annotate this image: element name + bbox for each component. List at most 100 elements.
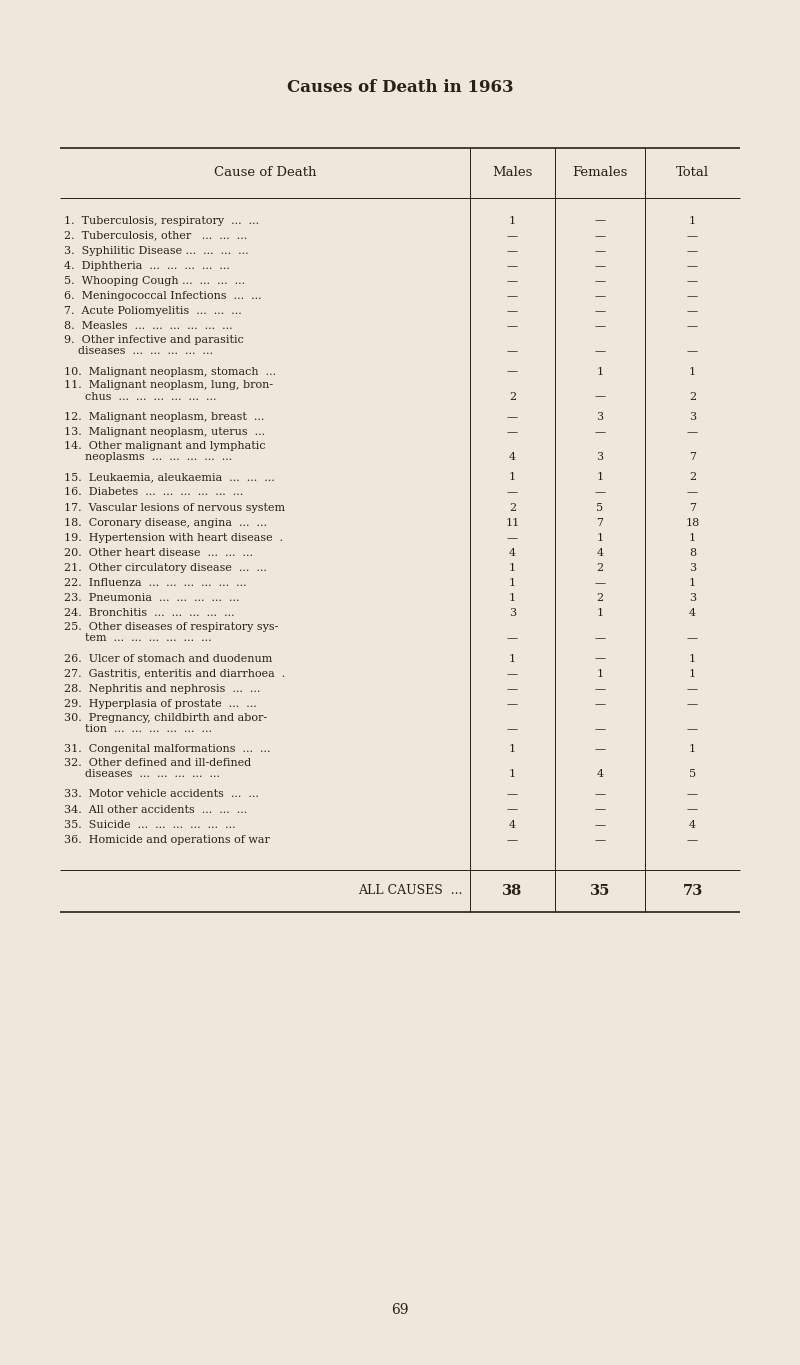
Text: 2: 2 <box>597 562 603 573</box>
Text: —: — <box>594 261 606 270</box>
Text: 1: 1 <box>509 216 516 225</box>
Text: chus  ...  ...  ...  ...  ...  ...: chus ... ... ... ... ... ... <box>64 392 217 401</box>
Text: —: — <box>594 291 606 302</box>
Text: 35.  Suicide  ...  ...  ...  ...  ...  ...: 35. Suicide ... ... ... ... ... ... <box>64 820 236 830</box>
Text: —: — <box>507 412 518 422</box>
Text: —: — <box>594 835 606 845</box>
Text: 3: 3 <box>689 412 696 422</box>
Text: 18: 18 <box>686 517 700 528</box>
Text: —: — <box>594 654 606 663</box>
Text: —: — <box>687 306 698 317</box>
Text: 3.  Syphilitic Disease ...  ...  ...  ...: 3. Syphilitic Disease ... ... ... ... <box>64 246 249 255</box>
Text: —: — <box>687 487 698 497</box>
Text: —: — <box>594 789 606 800</box>
Text: tion  ...  ...  ...  ...  ...  ...: tion ... ... ... ... ... ... <box>64 723 212 734</box>
Text: 8: 8 <box>689 547 696 558</box>
Text: —: — <box>687 804 698 815</box>
Text: 7.  Acute Poliomyelitis  ...  ...  ...: 7. Acute Poliomyelitis ... ... ... <box>64 306 242 317</box>
Text: 30.  Pregnancy, childbirth and abor-: 30. Pregnancy, childbirth and abor- <box>64 713 267 722</box>
Text: —: — <box>594 321 606 332</box>
Text: 26.  Ulcer of stomach and duodenum: 26. Ulcer of stomach and duodenum <box>64 654 272 663</box>
Text: —: — <box>687 427 698 437</box>
Text: —: — <box>507 633 518 643</box>
Text: 35: 35 <box>590 885 610 898</box>
Text: 1: 1 <box>509 594 516 603</box>
Text: 19.  Hypertension with heart disease  .: 19. Hypertension with heart disease . <box>64 532 283 543</box>
Text: —: — <box>687 699 698 708</box>
Text: 21.  Other circulatory disease  ...  ...: 21. Other circulatory disease ... ... <box>64 562 267 573</box>
Text: 32.  Other defined and ill-defined: 32. Other defined and ill-defined <box>64 758 251 768</box>
Text: 4: 4 <box>597 768 603 779</box>
Text: 1.  Tuberculosis, respiratory  ...  ...: 1. Tuberculosis, respiratory ... ... <box>64 216 259 225</box>
Text: 33.  Motor vehicle accidents  ...  ...: 33. Motor vehicle accidents ... ... <box>64 789 259 800</box>
Text: —: — <box>507 699 518 708</box>
Text: 1: 1 <box>689 744 696 755</box>
Text: —: — <box>687 246 698 255</box>
Text: 1: 1 <box>509 577 516 588</box>
Text: 28.  Nephritis and nephrosis  ...  ...: 28. Nephritis and nephrosis ... ... <box>64 684 260 693</box>
Text: —: — <box>594 699 606 708</box>
Text: 1: 1 <box>597 532 603 543</box>
Text: 73: 73 <box>682 885 702 898</box>
Text: —: — <box>507 835 518 845</box>
Text: 4: 4 <box>509 452 516 461</box>
Text: 23.  Pneumonia  ...  ...  ...  ...  ...: 23. Pneumonia ... ... ... ... ... <box>64 594 239 603</box>
Text: 4: 4 <box>597 547 603 558</box>
Text: 11: 11 <box>506 517 520 528</box>
Text: —: — <box>594 276 606 285</box>
Text: Causes of Death in 1963: Causes of Death in 1963 <box>286 79 514 97</box>
Text: 9.  Other infective and parasitic: 9. Other infective and parasitic <box>64 336 244 345</box>
Text: —: — <box>594 427 606 437</box>
Text: —: — <box>507 789 518 800</box>
Text: —: — <box>687 789 698 800</box>
Text: 1: 1 <box>689 654 696 663</box>
Text: 7: 7 <box>689 502 696 512</box>
Text: —: — <box>507 487 518 497</box>
Text: —: — <box>594 216 606 225</box>
Text: —: — <box>594 804 606 815</box>
Text: 20.  Other heart disease  ...  ...  ...: 20. Other heart disease ... ... ... <box>64 547 253 558</box>
Text: 3: 3 <box>597 412 603 422</box>
Text: 5: 5 <box>597 502 603 512</box>
Text: 2: 2 <box>597 594 603 603</box>
Text: 18.  Coronary disease, angina  ...  ...: 18. Coronary disease, angina ... ... <box>64 517 267 528</box>
Text: —: — <box>507 347 518 356</box>
Text: —: — <box>507 723 518 734</box>
Text: 27.  Gastritis, enteritis and diarrhoea  .: 27. Gastritis, enteritis and diarrhoea . <box>64 669 286 678</box>
Text: —: — <box>687 347 698 356</box>
Text: —: — <box>594 347 606 356</box>
Text: 6.  Meningococcal Infections  ...  ...: 6. Meningococcal Infections ... ... <box>64 291 262 302</box>
Text: 1: 1 <box>509 654 516 663</box>
Text: 1: 1 <box>509 768 516 779</box>
Text: —: — <box>507 804 518 815</box>
Text: 25.  Other diseases of respiratory sys-: 25. Other diseases of respiratory sys- <box>64 622 278 632</box>
Text: —: — <box>687 633 698 643</box>
Text: Males: Males <box>492 167 533 180</box>
Text: 22.  Influenza  ...  ...  ...  ...  ...  ...: 22. Influenza ... ... ... ... ... ... <box>64 577 246 588</box>
Text: 2: 2 <box>689 392 696 401</box>
Text: 8.  Measles  ...  ...  ...  ...  ...  ...: 8. Measles ... ... ... ... ... ... <box>64 321 233 332</box>
Text: 1: 1 <box>689 669 696 678</box>
Text: 69: 69 <box>391 1304 409 1317</box>
Text: —: — <box>594 723 606 734</box>
Text: 36.  Homicide and operations of war: 36. Homicide and operations of war <box>64 835 270 845</box>
Text: 31.  Congenital malformations  ...  ...: 31. Congenital malformations ... ... <box>64 744 270 755</box>
Text: —: — <box>507 306 518 317</box>
Text: —: — <box>687 835 698 845</box>
Text: —: — <box>594 820 606 830</box>
Text: 12.  Malignant neoplasm, breast  ...: 12. Malignant neoplasm, breast ... <box>64 412 264 422</box>
Text: Total: Total <box>676 167 709 180</box>
Text: 11.  Malignant neoplasm, lung, bron-: 11. Malignant neoplasm, lung, bron- <box>64 381 273 390</box>
Text: 14.  Other malignant and lymphatic: 14. Other malignant and lymphatic <box>64 441 266 450</box>
Text: —: — <box>507 427 518 437</box>
Text: 1: 1 <box>509 744 516 755</box>
Text: 24.  Bronchitis  ...  ...  ...  ...  ...: 24. Bronchitis ... ... ... ... ... <box>64 609 234 618</box>
Text: ALL CAUSES  ...: ALL CAUSES ... <box>358 885 462 898</box>
Text: —: — <box>687 321 698 332</box>
Text: —: — <box>507 231 518 240</box>
Text: —: — <box>507 261 518 270</box>
Text: 4: 4 <box>509 820 516 830</box>
Text: diseases  ...  ...  ...  ...  ...: diseases ... ... ... ... ... <box>64 347 213 356</box>
Text: —: — <box>687 261 698 270</box>
Text: 29.  Hyperplasia of prostate  ...  ...: 29. Hyperplasia of prostate ... ... <box>64 699 257 708</box>
